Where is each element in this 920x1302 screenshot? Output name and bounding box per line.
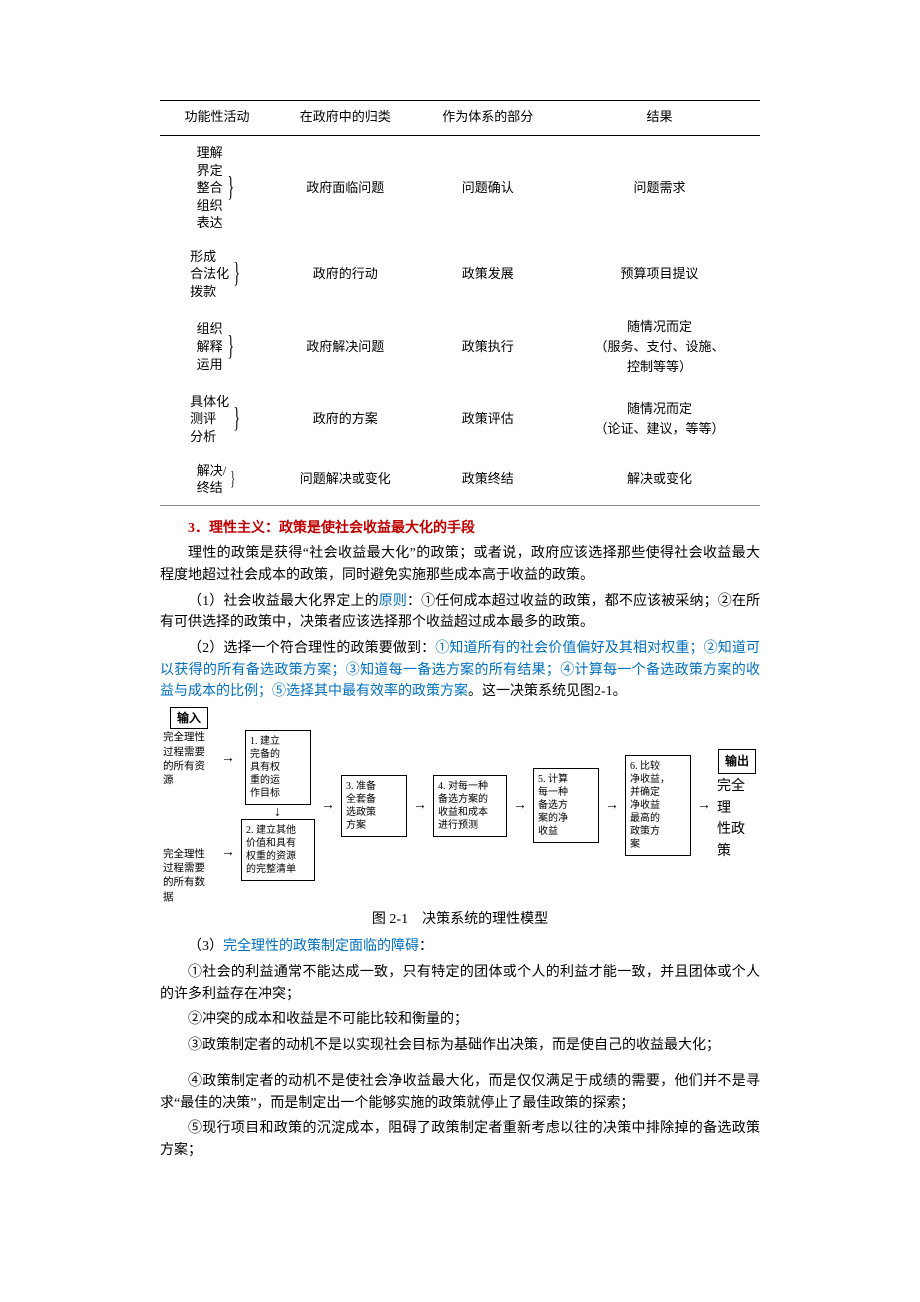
figure-caption: 图 2-1 决策系统的理性模型 [160,909,760,931]
act: 解释 [197,339,223,354]
brace-icon: } [227,174,234,202]
act: 具体化 [190,394,229,409]
table-row: 解决/ 终结 } 问题解决或变化 政策终结 解决或变化 [160,454,760,506]
arrow-right-icon: → [413,799,427,813]
part-cell: 政策发展 [417,240,560,309]
gov-cell: 政府的行动 [274,240,417,309]
text: ： [419,939,433,954]
act: 组织 [197,198,223,213]
bullet-5: ⑤现行项目和政策的沉淀成本，阻碍了政策制定者重新考虑以往的决策中排除掉的备选政策… [160,1118,760,1161]
arrow-right-icon: → [513,799,527,813]
tbl1-h0: 功能性活动 [160,101,274,136]
bullet-4: ④政策制定者的动机不是使社会净收益最大化，而是仅仅满足于成绩的需要，他们并不是寻… [160,1071,760,1114]
table-row: 理解 界定 整合 组织 表达 } 政府面临问题 问题确认 问题需求 [160,136,760,240]
part-cell: 政策执行 [417,309,560,385]
table-row: 具体化 测评 分析 } 政府的方案 政策评估 随情况而定 （论证、建议，等等） [160,385,760,454]
act: 界定 [197,163,223,178]
fig-box-3: 3. 准备 全套备 选政策 方案 [341,775,407,837]
side-text: 完全理 性政策 [717,776,757,863]
part-cell: 政策终结 [417,454,560,506]
gov-cell: 问题解决或变化 [274,454,417,506]
result-cell: 解决或变化 [559,454,760,506]
fig-box-4: 4. 对每一种 备选方案的 收益和成本 进行预测 [433,775,507,837]
fig-box-5: 5. 计算 每一种 备选方 案的净 收益 [533,768,599,843]
fig-box-1: 1. 建立 完备的 具有权 重的运 作目标 [245,730,311,805]
arrow-right-icon: → [697,799,711,813]
act: 终结 [197,480,223,495]
tbl1-h3: 结果 [559,101,760,136]
brace-icon: } [234,405,241,433]
part-cell: 问题确认 [417,136,560,240]
para-3: （2）选择一个符合理性的政策要做到：①知道所有的社会价值偏好及其相对权重；②知道… [160,638,760,703]
output-label: 输出 [718,749,756,774]
act: 运用 [197,357,223,372]
text-blue: 原则 [379,594,407,609]
text: （3） [188,939,223,954]
gov-cell: 政府解决问题 [274,309,417,385]
fig-box-2: 2. 建立其他 价值和具有 权重的资源 的完整清单 [241,819,315,881]
act: 整合 [197,180,223,195]
brace-icon: } [230,469,235,489]
gov-cell: 政府的方案 [274,385,417,454]
gov-cell: 政府面临问题 [274,136,417,240]
text: （1）社会收益最大化界定上的 [188,594,379,609]
section-heading: 3．理性主义：政策是使社会收益最大化的手段 [160,518,760,540]
text: 。这一决策系统见图2-1。 [468,684,627,699]
act: 拨款 [190,284,216,299]
act: 合法化 [190,266,229,281]
part-cell: 政策评估 [417,385,560,454]
act: 解决/ [197,463,227,478]
bullet-1: ①社会的利益通常不能达成一致，只有特定的团体或个人的利益才能一致，并且团体或个人… [160,962,760,1005]
brace-icon: } [227,333,234,361]
act: 分析 [190,429,216,444]
bullet-3: ③政策制定者的动机不是以实现社会目标为基础作出决策，而是使自己的收益最大化； [160,1035,760,1057]
document-page: 功能性活动 在政府中的归类 作为体系的部分 结果 理解 界定 整合 组织 表达 … [0,0,920,1286]
tbl1-h2: 作为体系的部分 [417,101,560,136]
para-1: 理性的政策是获得“社会收益最大化”的政策；或者说，政府应该选择那些使得社会收益最… [160,543,760,586]
arrow-right-icon: → [321,799,335,813]
act: 表达 [197,215,223,230]
table-row: 组织 解释 运用 } 政府解决问题 政策执行 随情况而定 （服务、支付、设施、 … [160,309,760,385]
bullet-2: ②冲突的成本和收益是不可能比较和衡量的； [160,1009,760,1031]
result-cell: 随情况而定 （论证、建议，等等） [559,385,760,454]
table-row: 形成 合法化 拨款 } 政府的行动 政策发展 预算项目提议 [160,240,760,309]
text-blue: 完全理性的政策制定面临的障碍 [223,939,419,954]
para-2: （1）社会收益最大化界定上的原则：①任何成本超过收益的政策，都不应该被采纳；②在… [160,591,760,634]
side-text: 完全理性 过程需要 的所有资 源 [163,731,215,788]
act: 形成 [190,249,216,264]
fig-box-6: 6. 比较 净收益， 并确定 净收益 最高的 政策方 案 [625,755,691,856]
result-cell: 随情况而定 （服务、支付、设施、 控制等等） [559,309,760,385]
act: 测评 [190,411,216,426]
brace-icon: } [234,260,241,288]
figure-rational-model: 输入 完全理性 过程需要 的所有资 源 完全理性 过程需要 的所有数 据 → →… [160,707,760,905]
side-text: 完全理性 过程需要 的所有数 据 [163,848,215,905]
arrow-right-icon: → [605,799,619,813]
result-cell: 预算项目提议 [559,240,760,309]
process-table: 功能性活动 在政府中的归类 作为体系的部分 结果 理解 界定 整合 组织 表达 … [160,100,760,506]
result-cell: 问题需求 [559,136,760,240]
arrow-down-icon: → [271,805,285,819]
tbl1-h1: 在政府中的归类 [274,101,417,136]
act: 组织 [197,321,223,336]
arrow-right-icon: → [221,752,235,766]
para-4: （3）完全理性的政策制定面临的障碍： [160,936,760,958]
act: 理解 [197,145,223,160]
text: （2）选择一个符合理性的政策要做到： [188,641,435,656]
arrow-right-icon: → [221,846,235,860]
input-label: 输入 [170,707,208,729]
